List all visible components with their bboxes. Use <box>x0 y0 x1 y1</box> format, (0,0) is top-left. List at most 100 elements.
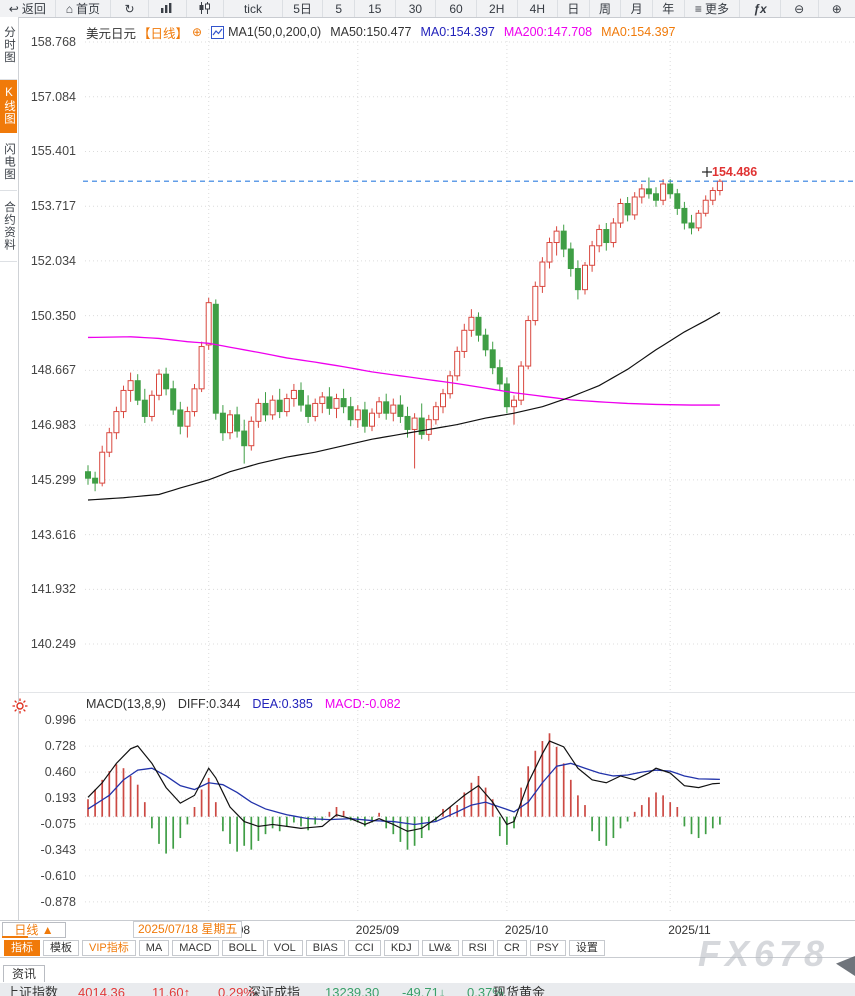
indicator-tab-bias[interactable]: BIAS <box>305 939 345 956</box>
price-axis-label: 157.084 <box>30 89 76 104</box>
toolbar-period-5d-label: 5日 <box>293 2 312 16</box>
indicator-tab-vip[interactable]: VIP指标 <box>82 939 136 956</box>
indicator-tab-[interactable]: 模板 <box>43 939 79 956</box>
ma0-blue-value: MA0:154.397 <box>420 25 495 39</box>
macd-value: MACD:-0.082 <box>324 697 401 711</box>
macd-axis-label: 0.193 <box>44 790 76 805</box>
zoom-in-icon: ⊕ <box>831 1 842 16</box>
ticker-shenzhen-change[interactable]: -49.71↓ <box>402 985 446 996</box>
candlestick-icon <box>198 1 211 16</box>
price-axis-label: 153.717 <box>30 199 76 214</box>
refresh-icon: ↻ <box>124 1 135 16</box>
sidebar-item-contract-info[interactable]: 合约资料 <box>0 191 17 262</box>
toolbar-period-2h-label: 2H <box>489 1 505 16</box>
ma-settings-icon[interactable] <box>211 25 225 39</box>
macd-diff-value: DIFF:0.344 <box>177 697 241 711</box>
indicator-tab-[interactable]: 指标 <box>4 939 40 956</box>
candles <box>85 177 723 492</box>
indicator-tab-cr[interactable]: CR <box>496 939 527 956</box>
top-toolbar: ↩ 返回 ⌂ 首页 ↻ tick 5日 5 15 30 60 2H 4H 日周月年 ≡ 更多 ƒx ⊖ ⊕ <box>0 0 855 18</box>
indicator-tab-boll[interactable]: BOLL <box>221 939 264 956</box>
price-axis-label: 140.249 <box>30 637 76 652</box>
price-axis-label: 145.299 <box>30 472 76 487</box>
ticker-shenzhen-name[interactable]: 深证成指 <box>248 985 301 996</box>
menu-icon: ≡ <box>694 1 702 16</box>
indicator-tab-ma[interactable]: MA <box>138 939 170 956</box>
ticker-gold-name[interactable]: 现货黄金 <box>493 985 546 996</box>
toolbar-period-5-button[interactable]: 5 <box>323 0 355 17</box>
toolbar-zoom-out-button[interactable]: ⊖ <box>781 0 819 17</box>
toolbar-period-week-button[interactable]: 周 <box>590 0 622 17</box>
macd-title: MACD(13,8,9) <box>86 697 166 711</box>
indicator-tab-cci[interactable]: CCI <box>347 939 381 956</box>
toolbar-chart-type-bar-button[interactable] <box>149 0 187 17</box>
indicator-tab-vol[interactable]: VOL <box>266 939 303 956</box>
toolbar-home-label: 首页 <box>76 2 101 16</box>
toolbar-period-4h-label: 4H <box>529 1 545 16</box>
ticker-shenzhen-value[interactable]: 13239.30 <box>325 985 380 996</box>
toolbar-refresh-button[interactable]: ↻ <box>111 0 149 17</box>
toolbar-period-2h-button[interactable]: 2H <box>477 0 518 17</box>
macd-chart-canvas[interactable] <box>83 692 855 920</box>
toolbar-indicators-fx-button[interactable]: ƒx <box>740 0 781 17</box>
toolbar-period-5-label: 5 <box>335 1 343 16</box>
toolbar-period-year-label: 年 <box>662 2 675 16</box>
price-axis-label: 141.932 <box>30 582 76 597</box>
price-chart-canvas[interactable] <box>83 17 855 692</box>
indicator-tab-lw[interactable]: LW& <box>421 939 459 956</box>
sidebar-item-lightning-chart[interactable]: 闪电图 <box>0 133 17 191</box>
toolbar-period-4h-button[interactable]: 4H <box>518 0 559 17</box>
indicator-tab-psy[interactable]: PSY <box>529 939 566 956</box>
toolbar-period-30-button[interactable]: 30 <box>396 0 437 17</box>
macd-gridlines <box>85 702 855 912</box>
macd-axis-label: 0.996 <box>44 713 76 728</box>
news-tab[interactable]: 资讯 <box>3 965 46 982</box>
ticker-shanghai-value[interactable]: 4014.36 <box>78 985 125 996</box>
indicator-settings-icon[interactable] <box>12 698 28 714</box>
price-axis-label: 158.768 <box>30 35 76 49</box>
toolbar-back-button[interactable]: ↩ 返回 <box>0 0 56 17</box>
add-compare-icon[interactable]: ⊕ <box>192 25 203 39</box>
xaxis-month-label: 2025/11 <box>668 923 711 937</box>
last-price-flag: 154.486 <box>712 165 758 179</box>
ma0-orange-value: MA0:154.397 <box>601 25 676 39</box>
toolbar-period-60-label: 60 <box>449 1 463 16</box>
toolbar-period-year-button[interactable]: 年 <box>653 0 685 17</box>
period-selector[interactable]: 日线 ▲ <box>2 922 66 938</box>
toolbar-period-60-button[interactable]: 60 <box>436 0 477 17</box>
toolbar-period-week-label: 周 <box>599 2 612 16</box>
toolbar-period-5d-button[interactable]: 5日 <box>283 0 324 17</box>
price-axis-label: 150.350 <box>30 308 76 323</box>
macd-histogram <box>87 733 721 854</box>
xaxis-row: 日线 ▲ 2025/082025/092025/102025/112025/07… <box>0 920 855 940</box>
ma-settings-label: MA1(50,0,200,0) <box>228 25 322 39</box>
toolbar-chart-type-candle-button[interactable] <box>187 0 225 17</box>
toolbar-period-day-button[interactable]: 日 <box>558 0 590 17</box>
indicator-tab-rsi[interactable]: RSI <box>461 939 494 956</box>
ticker-shenzhen-pct[interactable]: 0.37% <box>467 985 504 996</box>
xaxis-month-label: 2025/09 <box>355 923 400 937</box>
indicator-tab-[interactable]: 设置 <box>568 939 605 956</box>
toolbar-home-button[interactable]: ⌂ 首页 <box>56 0 112 17</box>
toolbar-more-button[interactable]: ≡ 更多 <box>685 0 741 17</box>
macd-axis-label: -0.075 <box>40 816 76 831</box>
price-axis-label: 146.983 <box>30 418 76 433</box>
sidebar-item-time-chart[interactable]: 分时图 <box>0 17 17 80</box>
toolbar-period-15-button[interactable]: 15 <box>355 0 396 17</box>
indicator-tab-macd[interactable]: MACD <box>172 939 219 956</box>
toolbar-tick-button[interactable]: tick <box>224 0 283 17</box>
toolbar-period-30-label: 30 <box>408 1 423 16</box>
toolbar-zoom-in-button[interactable]: ⊕ <box>819 0 855 17</box>
toolbar-period-month-button[interactable]: 月 <box>621 0 653 17</box>
xaxis-month-label: 2025/10 <box>504 923 549 937</box>
ticker-shanghai-change[interactable]: 11.60↑ <box>152 985 191 996</box>
ticker-shanghai-pct[interactable]: 0.29% <box>218 985 255 996</box>
ticker-shanghai-name[interactable]: 上证指数 <box>6 985 59 996</box>
macd-axis-label: -0.610 <box>40 868 76 883</box>
indicator-tab-kdj[interactable]: KDJ <box>383 939 419 956</box>
ma50-line <box>87 311 721 501</box>
zoom-out-icon: ⊖ <box>794 1 805 16</box>
price-axis-label: 155.401 <box>30 144 76 159</box>
sidebar-item-kline-chart[interactable]: K线图 <box>0 80 17 133</box>
